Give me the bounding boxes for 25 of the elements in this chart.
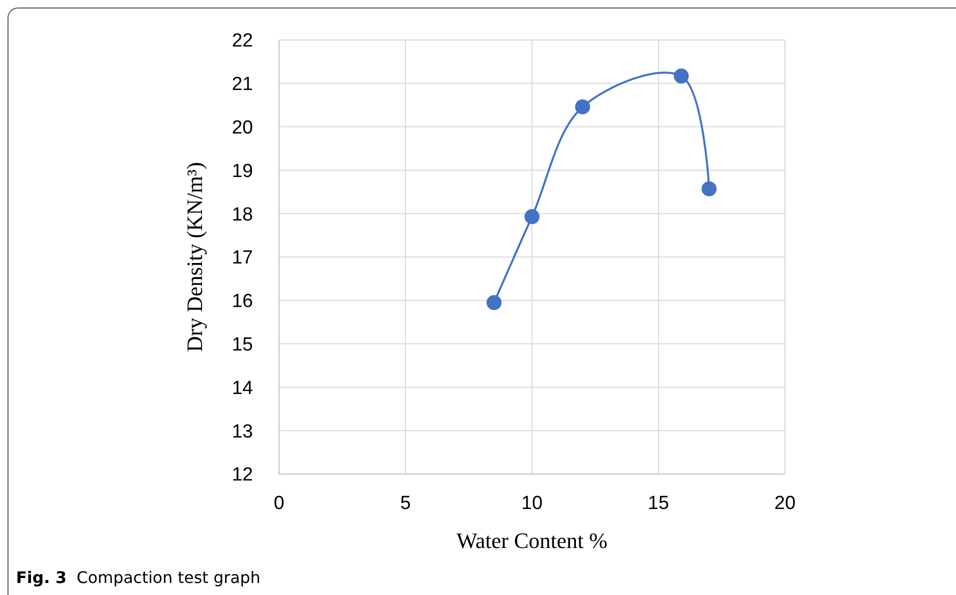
y-tick-label: 14 [232,378,254,399]
y-tick-label: 16 [232,291,253,312]
y-tick-label: 22 [232,30,253,52]
x-tick-label: 20 [774,493,796,514]
point [702,181,717,196]
y-tick-label: 21 [232,74,253,96]
y-tick-label: 18 [232,204,253,226]
caption: Fig. 3 [16,568,67,587]
y-tick-label: 13 [232,421,253,442]
x-tick-label: 0 [274,493,284,514]
y-axis-title: Dry Density (KN/m³) [182,162,207,352]
y-tick-label: 12 [232,464,253,486]
y-tick-label: 17 [232,248,253,269]
x-tick-label: 15 [648,493,670,514]
point [575,99,590,114]
y-tick-label: 19 [232,160,253,182]
x-tick-label: 5 [400,493,411,514]
point [524,209,540,224]
point [486,295,502,310]
y-tick-label: 20 [232,117,253,138]
text: Compaction test graph [76,568,260,587]
y-tick-label: 15 [232,334,253,356]
point [674,68,689,84]
x-tick-label: 10 [521,493,543,514]
x-axis-title: Water Content % [456,528,608,553]
